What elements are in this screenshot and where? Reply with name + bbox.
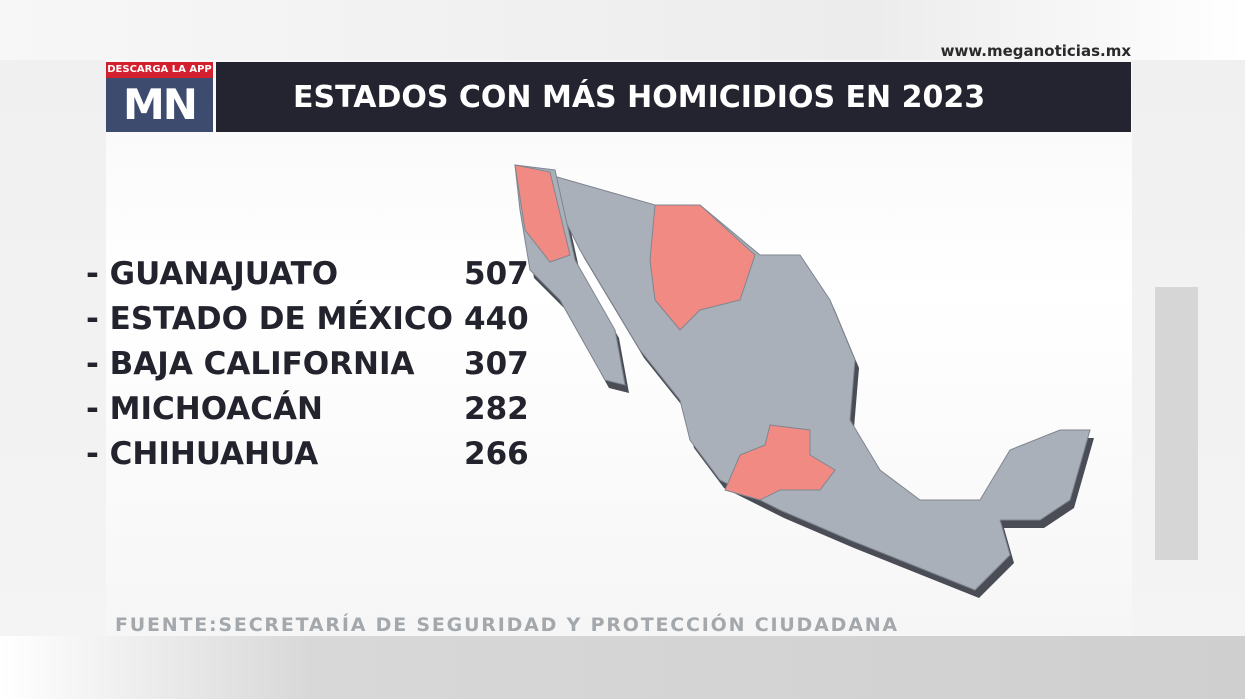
map-land (514, 164, 1091, 591)
app-badge[interactable]: DESCARGA LA APP (106, 62, 213, 78)
item-value: 266 (464, 436, 529, 472)
url: www.meganoticias.mx (940, 42, 1131, 60)
item-value: 282 (464, 391, 529, 427)
item-name: - BAJA CALIFORNIA (86, 346, 415, 382)
item-name: - ESTADO DE MÉXICO (86, 301, 454, 337)
item-name: - MICHOACÁN (86, 391, 323, 427)
bottom-band (0, 636, 1245, 699)
item-value: 507 (464, 256, 529, 292)
item-name: - GUANAJUATO (86, 256, 339, 292)
side-box (1155, 287, 1198, 560)
item-value: 307 (464, 346, 529, 382)
top-band (0, 0, 1245, 60)
title: ESTADOS CON MÁS HOMICIDIOS EN 2023 (216, 62, 1131, 132)
logo: MN (106, 78, 213, 132)
source: FUENTE:SECRETARÍA DE SEGURIDAD Y PROTECC… (115, 614, 899, 636)
item-value: 440 (464, 301, 529, 337)
item-name: - CHIHUAHUA (86, 436, 319, 472)
